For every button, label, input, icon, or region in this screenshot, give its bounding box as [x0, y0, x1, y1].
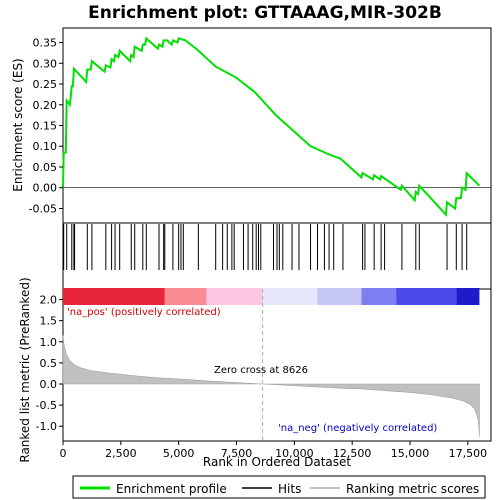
es-y-axis-label: Enrichment score (ES): [11, 58, 25, 191]
x-tick-label: 7,500: [221, 447, 253, 460]
legend-enrichment-label: Enrichment profile: [116, 482, 227, 496]
es-y-tick-label: 0.30: [33, 57, 58, 70]
rank-heat-band-group: [63, 288, 480, 305]
rank-heat-band: [262, 288, 318, 305]
metric-y-tick-label: 0.0: [40, 378, 58, 391]
legend-hits-label: Hits: [278, 482, 301, 496]
es-y-tick-label: 0.05: [33, 161, 58, 174]
legend-metric-label: Ranking metric scores: [346, 482, 479, 496]
rank-heat-band: [456, 288, 480, 305]
x-tick-label: 17,500: [449, 447, 488, 460]
ranking-metric-area: [62, 335, 480, 437]
metric-y-tick-label: 1.5: [40, 315, 58, 328]
chart-title: Enrichment plot: GTTAAAG,MIR-302B: [88, 3, 442, 23]
metric-y-tick-label: 0.5: [40, 357, 58, 370]
rank-heat-band: [63, 288, 165, 305]
metric-y-axis-label: Ranked list metric (PreRanked): [18, 277, 32, 462]
enrichment-profile-group: [62, 36, 481, 218]
ranking-metric-group: [62, 289, 480, 441]
x-tick-label: 12,500: [333, 447, 372, 460]
x-axis-label: Rank in Ordered Dataset: [203, 455, 351, 469]
rank-heat-band: [206, 288, 263, 305]
es-y-tick-label: 0.20: [33, 99, 58, 112]
rank-heat-band: [361, 288, 397, 305]
metric-y-tick-label: 2.0: [40, 294, 58, 307]
es-y-tick-label: 0.35: [33, 37, 58, 50]
metric-y-tick-label: -1.0: [36, 420, 57, 433]
metric-y-tick-label: -0.5: [36, 399, 57, 412]
x-tick-label: 15,000: [391, 447, 430, 460]
es-y-tick-label: 0.15: [33, 120, 58, 133]
es-y-ticks-group: -0.05 0.00 0.05 0.10 0.15 0.20 0.25 0.30 0.35: [29, 37, 63, 215]
positive-correlation-label: 'na_pos' (positively correlated): [67, 307, 221, 318]
rank-heat-band: [317, 288, 362, 305]
hit-lines-group: [63, 224, 468, 270]
x-ticks-group: 0 2,500 5,000 7,500 10,000 12,500 15,000 17,500: [60, 441, 488, 460]
legend: Enrichment profile Hits Ranking metric s…: [72, 475, 486, 499]
es-y-tick-label: 0.10: [33, 140, 58, 153]
es-y-tick-label: -0.05: [29, 202, 57, 215]
legend-box: [72, 475, 486, 499]
x-tick-label: 5,000: [163, 447, 195, 460]
enrichment-profile-line: [62, 36, 481, 218]
es-y-tick-label: 0.25: [33, 78, 58, 91]
x-tick-label: 10,000: [275, 447, 314, 460]
rank-heat-band: [396, 288, 457, 305]
rank-heat-band: [164, 288, 207, 305]
metric-y-ticks-group: -1.0 -0.5 0.0 0.5 1.0 1.5 2.0: [36, 294, 63, 433]
zero-cross-label: Zero cross at 8626: [214, 365, 308, 376]
x-tick-label: 0: [60, 447, 67, 460]
negative-correlation-label: 'na_neg' (negatively correlated): [278, 423, 437, 434]
metric-y-tick-label: 1.0: [40, 336, 58, 349]
x-tick-label: 2,500: [105, 447, 137, 460]
es-y-tick-label: 0.00: [33, 182, 58, 195]
